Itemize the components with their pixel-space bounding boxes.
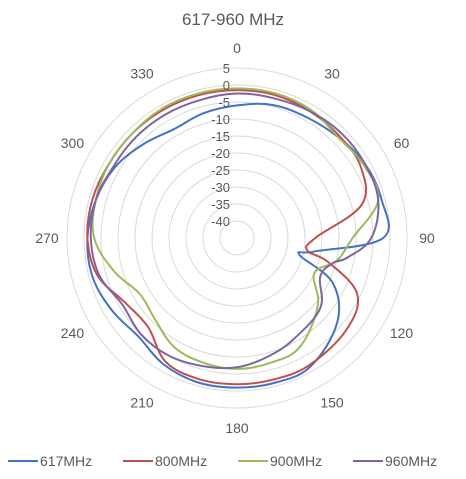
radial-tick-label: 5	[223, 61, 230, 76]
angle-tick-label: 30	[324, 65, 340, 81]
angle-tick-label: 60	[394, 135, 410, 151]
grid-ring	[151, 152, 323, 324]
grid	[66, 67, 408, 409]
angle-tick-label: 0	[233, 40, 241, 56]
angle-tick-label: 300	[61, 135, 85, 151]
angle-tick-label: 240	[61, 325, 85, 341]
series-line-900mhz	[91, 87, 380, 370]
angle-tick-label: 180	[225, 420, 249, 436]
radial-tick-labels: 5 0 -5 -10 -15 -20 -25 -30 -35 -40	[211, 61, 230, 229]
radial-tick-label: -10	[211, 112, 230, 127]
series-line-960mhz	[89, 92, 380, 370]
angle-tick-labels: 0 30 60 90 120 150 180 210 240 270 300 330	[35, 40, 435, 436]
angle-tick-label: 90	[419, 230, 435, 246]
legend-label: 960MHz	[385, 453, 437, 469]
legend: 617MHz 800MHz 900MHz 960MHz	[8, 453, 437, 469]
legend-label: 617MHz	[40, 453, 92, 469]
radial-tick-label: 0	[223, 78, 230, 93]
chart-title: 617-960 MHz	[182, 10, 284, 29]
grid-ring	[100, 101, 374, 375]
radial-tick-label: -40	[211, 214, 230, 229]
grid-ring	[134, 135, 340, 341]
angle-tick-label: 270	[35, 230, 59, 246]
radial-tick-label: -5	[218, 95, 230, 110]
grid-ring	[219, 220, 255, 256]
angle-tick-label: 120	[390, 325, 414, 341]
radial-tick-label: -20	[211, 146, 230, 161]
legend-label: 800MHz	[155, 453, 207, 469]
grid-ring	[168, 169, 306, 307]
series-lines	[86, 87, 390, 389]
radial-tick-label: -15	[211, 129, 230, 144]
grid-ring	[117, 118, 357, 358]
radial-tick-label: -30	[211, 180, 230, 195]
angle-tick-label: 210	[130, 395, 154, 411]
radial-tick-label: -25	[211, 163, 230, 178]
radial-tick-label: -35	[211, 197, 230, 212]
grid-ring	[202, 203, 272, 273]
grid-ring	[66, 67, 408, 409]
legend-label: 900MHz	[270, 453, 322, 469]
grid-ring	[185, 186, 289, 290]
angle-tick-label: 150	[320, 395, 344, 411]
grid-ring	[83, 84, 391, 392]
series-line-617mhz	[86, 102, 390, 389]
angle-tick-label: 330	[130, 65, 154, 81]
